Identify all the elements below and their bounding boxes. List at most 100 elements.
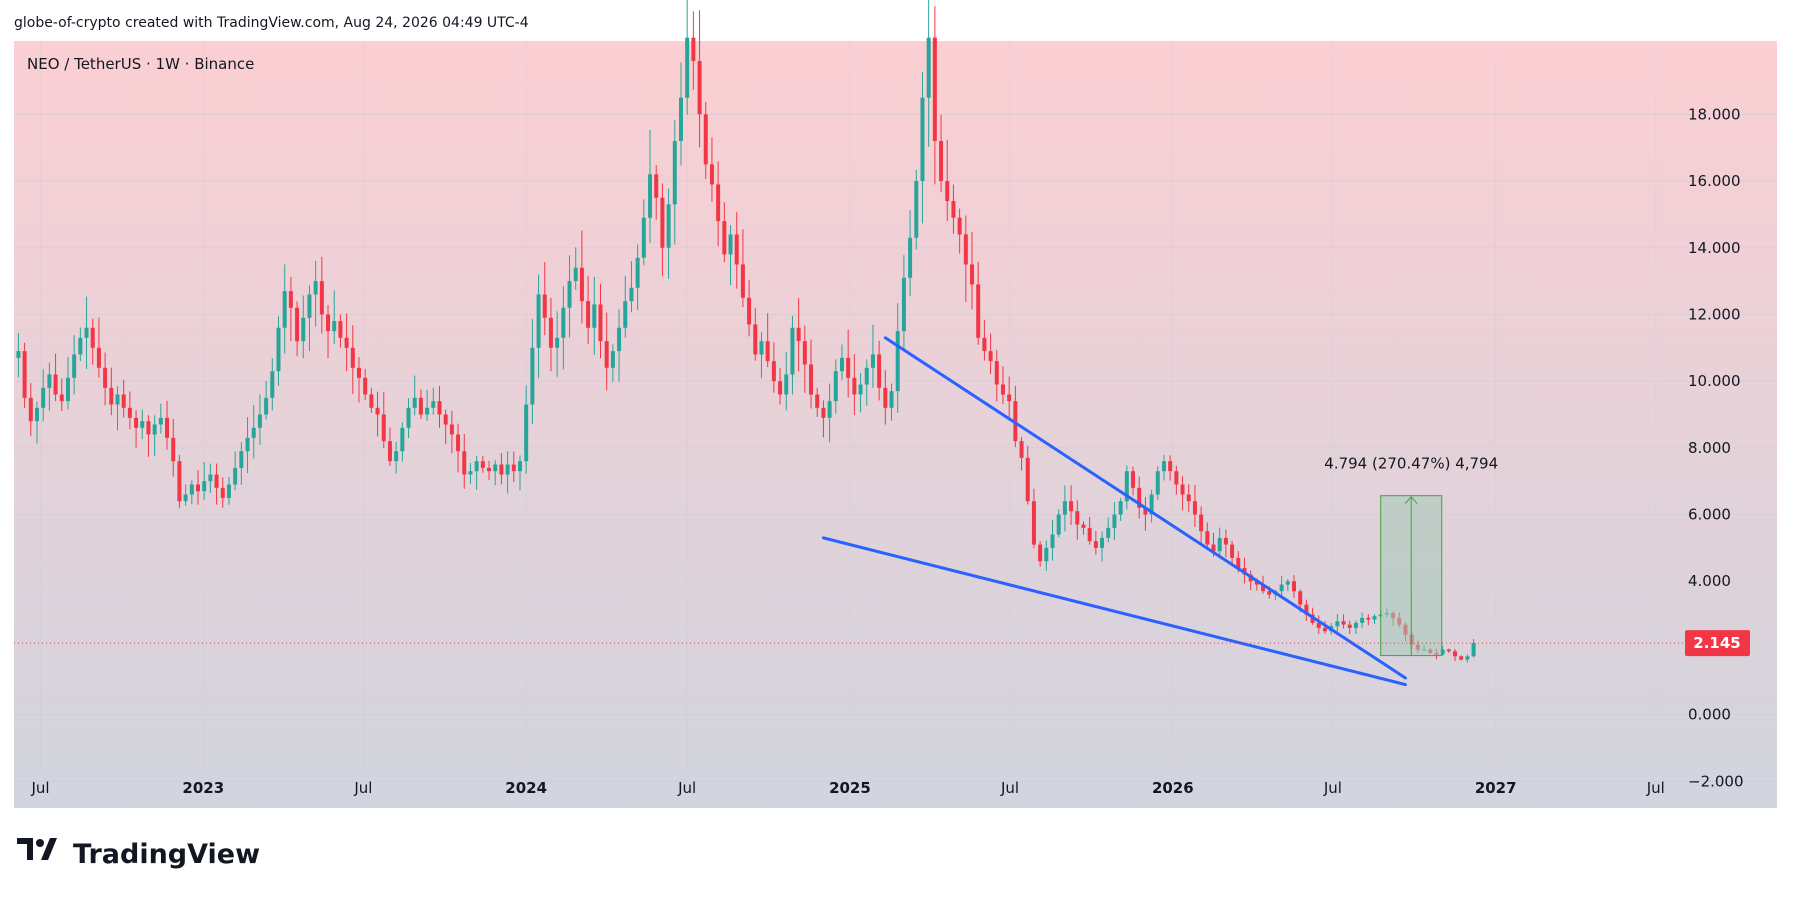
- candle-20: [140, 409, 145, 440]
- candle-64: [412, 375, 417, 416]
- candle-131: [827, 383, 832, 443]
- candle-84: [536, 274, 541, 379]
- candle-139: [877, 340, 882, 401]
- candle-4: [41, 369, 46, 422]
- candle-99: [629, 261, 634, 313]
- x-tick-label-9: 2027: [1475, 779, 1517, 797]
- candle-178: [1118, 497, 1123, 521]
- candle-173: [1087, 517, 1092, 545]
- candle-146: [920, 72, 925, 224]
- candle-67: [431, 387, 436, 415]
- symbol-info[interactable]: NEO / TetherUS · 1W · Binance: [27, 55, 254, 73]
- candle-179: [1124, 465, 1129, 510]
- candle-98: [623, 275, 628, 338]
- candle-154: [970, 232, 975, 310]
- last-price-label: 2.145: [1693, 634, 1740, 652]
- plot-background: [14, 41, 1777, 808]
- candle-108: [685, 0, 690, 115]
- candle-54: [350, 325, 355, 395]
- candle-140: [883, 370, 888, 425]
- candle-52: [338, 314, 343, 348]
- candle-171: [1075, 500, 1080, 540]
- x-tick-label-6: Jul: [1000, 779, 1019, 797]
- candle-180: [1131, 466, 1136, 496]
- candle-60: [387, 427, 392, 466]
- candle-150: [945, 139, 950, 222]
- candle-132: [833, 359, 838, 414]
- candle-59: [381, 392, 386, 449]
- candle-155: [976, 261, 981, 345]
- candle-187: [1174, 465, 1179, 495]
- time-axis[interactable]: Jul 2023 Jul 2024 Jul 2025 Jul 2026 Jul 2027 Jul: [30, 779, 1664, 797]
- candle-231: [1446, 648, 1451, 654]
- candle-55: [356, 357, 361, 403]
- candle-62: [400, 422, 405, 462]
- x-tick-label-8: Jul: [1323, 779, 1342, 797]
- candle-86: [548, 298, 553, 372]
- candle-10: [78, 327, 83, 362]
- candle-134: [846, 329, 851, 398]
- y-tick-label-5: 8.000: [1688, 439, 1731, 457]
- candle-50: [326, 304, 331, 359]
- candle-165: [1038, 540, 1043, 567]
- candle-206: [1292, 575, 1297, 598]
- candle-234: [1465, 654, 1470, 663]
- candle-137: [864, 359, 869, 406]
- candle-69: [443, 409, 448, 445]
- x-tick-label-3: 2024: [505, 779, 547, 797]
- tradingview-logo[interactable]: TradingView: [17, 838, 260, 870]
- candle-174: [1093, 530, 1098, 555]
- candle-233: [1459, 655, 1464, 661]
- candle-61: [394, 442, 399, 474]
- candle-148: [932, 6, 937, 185]
- candle-22: [152, 415, 157, 457]
- candle-232: [1453, 649, 1458, 662]
- candle-29: [195, 470, 200, 505]
- candle-12: [90, 318, 95, 365]
- price-range-measure[interactable]: 4.794 (270.47%) 4,794: [1324, 455, 1498, 657]
- y-tick-label-1: 16.000: [1688, 172, 1741, 190]
- candle-190: [1192, 484, 1197, 527]
- candle-90: [573, 247, 578, 290]
- candle-100: [635, 244, 640, 310]
- candle-188: [1180, 476, 1185, 511]
- candle-141: [889, 383, 894, 421]
- candle-219: [1372, 614, 1377, 624]
- candle-109: [691, 11, 696, 90]
- chart-attribution: globe-of-crypto created with TradingView…: [14, 15, 529, 31]
- y-tick-label-7: 4.000: [1688, 572, 1731, 590]
- candle-181: [1137, 476, 1142, 519]
- candle-185: [1161, 454, 1166, 481]
- candle-127: [802, 325, 807, 393]
- trendlines[interactable]: [821, 336, 1407, 687]
- candle-168: [1056, 509, 1061, 538]
- x-tick-label-10: Jul: [1646, 779, 1665, 797]
- candle-82: [524, 385, 529, 474]
- candle-66: [425, 389, 430, 421]
- y-tick-label-2: 14.000: [1688, 239, 1741, 257]
- candle-163: [1025, 445, 1030, 505]
- trendline-upper[interactable]: [883, 336, 1407, 680]
- candle-116: [734, 211, 739, 289]
- candle-97: [617, 309, 622, 382]
- candle-0: [16, 333, 21, 378]
- candle-28: [189, 480, 194, 505]
- tradingview-wordmark: TradingView: [73, 839, 260, 870]
- candle-21: [146, 415, 151, 457]
- candle-120: [759, 332, 764, 379]
- candle-19: [134, 410, 139, 448]
- trendline-lower[interactable]: [821, 536, 1407, 687]
- candle-101: [641, 199, 646, 266]
- x-tick-label-2: Jul: [353, 779, 372, 797]
- candle-42: [276, 316, 281, 386]
- candle-27: [183, 484, 188, 506]
- candle-218: [1366, 614, 1371, 626]
- candle-7: [59, 378, 64, 412]
- price-axis[interactable]: 18.000 16.000 14.000 12.000 10.000 8.000 6.000…: [1688, 105, 1744, 790]
- candle-159: [1000, 366, 1005, 405]
- measure-arrow-head-icon: [1404, 495, 1418, 505]
- candle-169: [1062, 485, 1067, 532]
- candle-157: [988, 333, 993, 375]
- candle-210: [1316, 615, 1321, 635]
